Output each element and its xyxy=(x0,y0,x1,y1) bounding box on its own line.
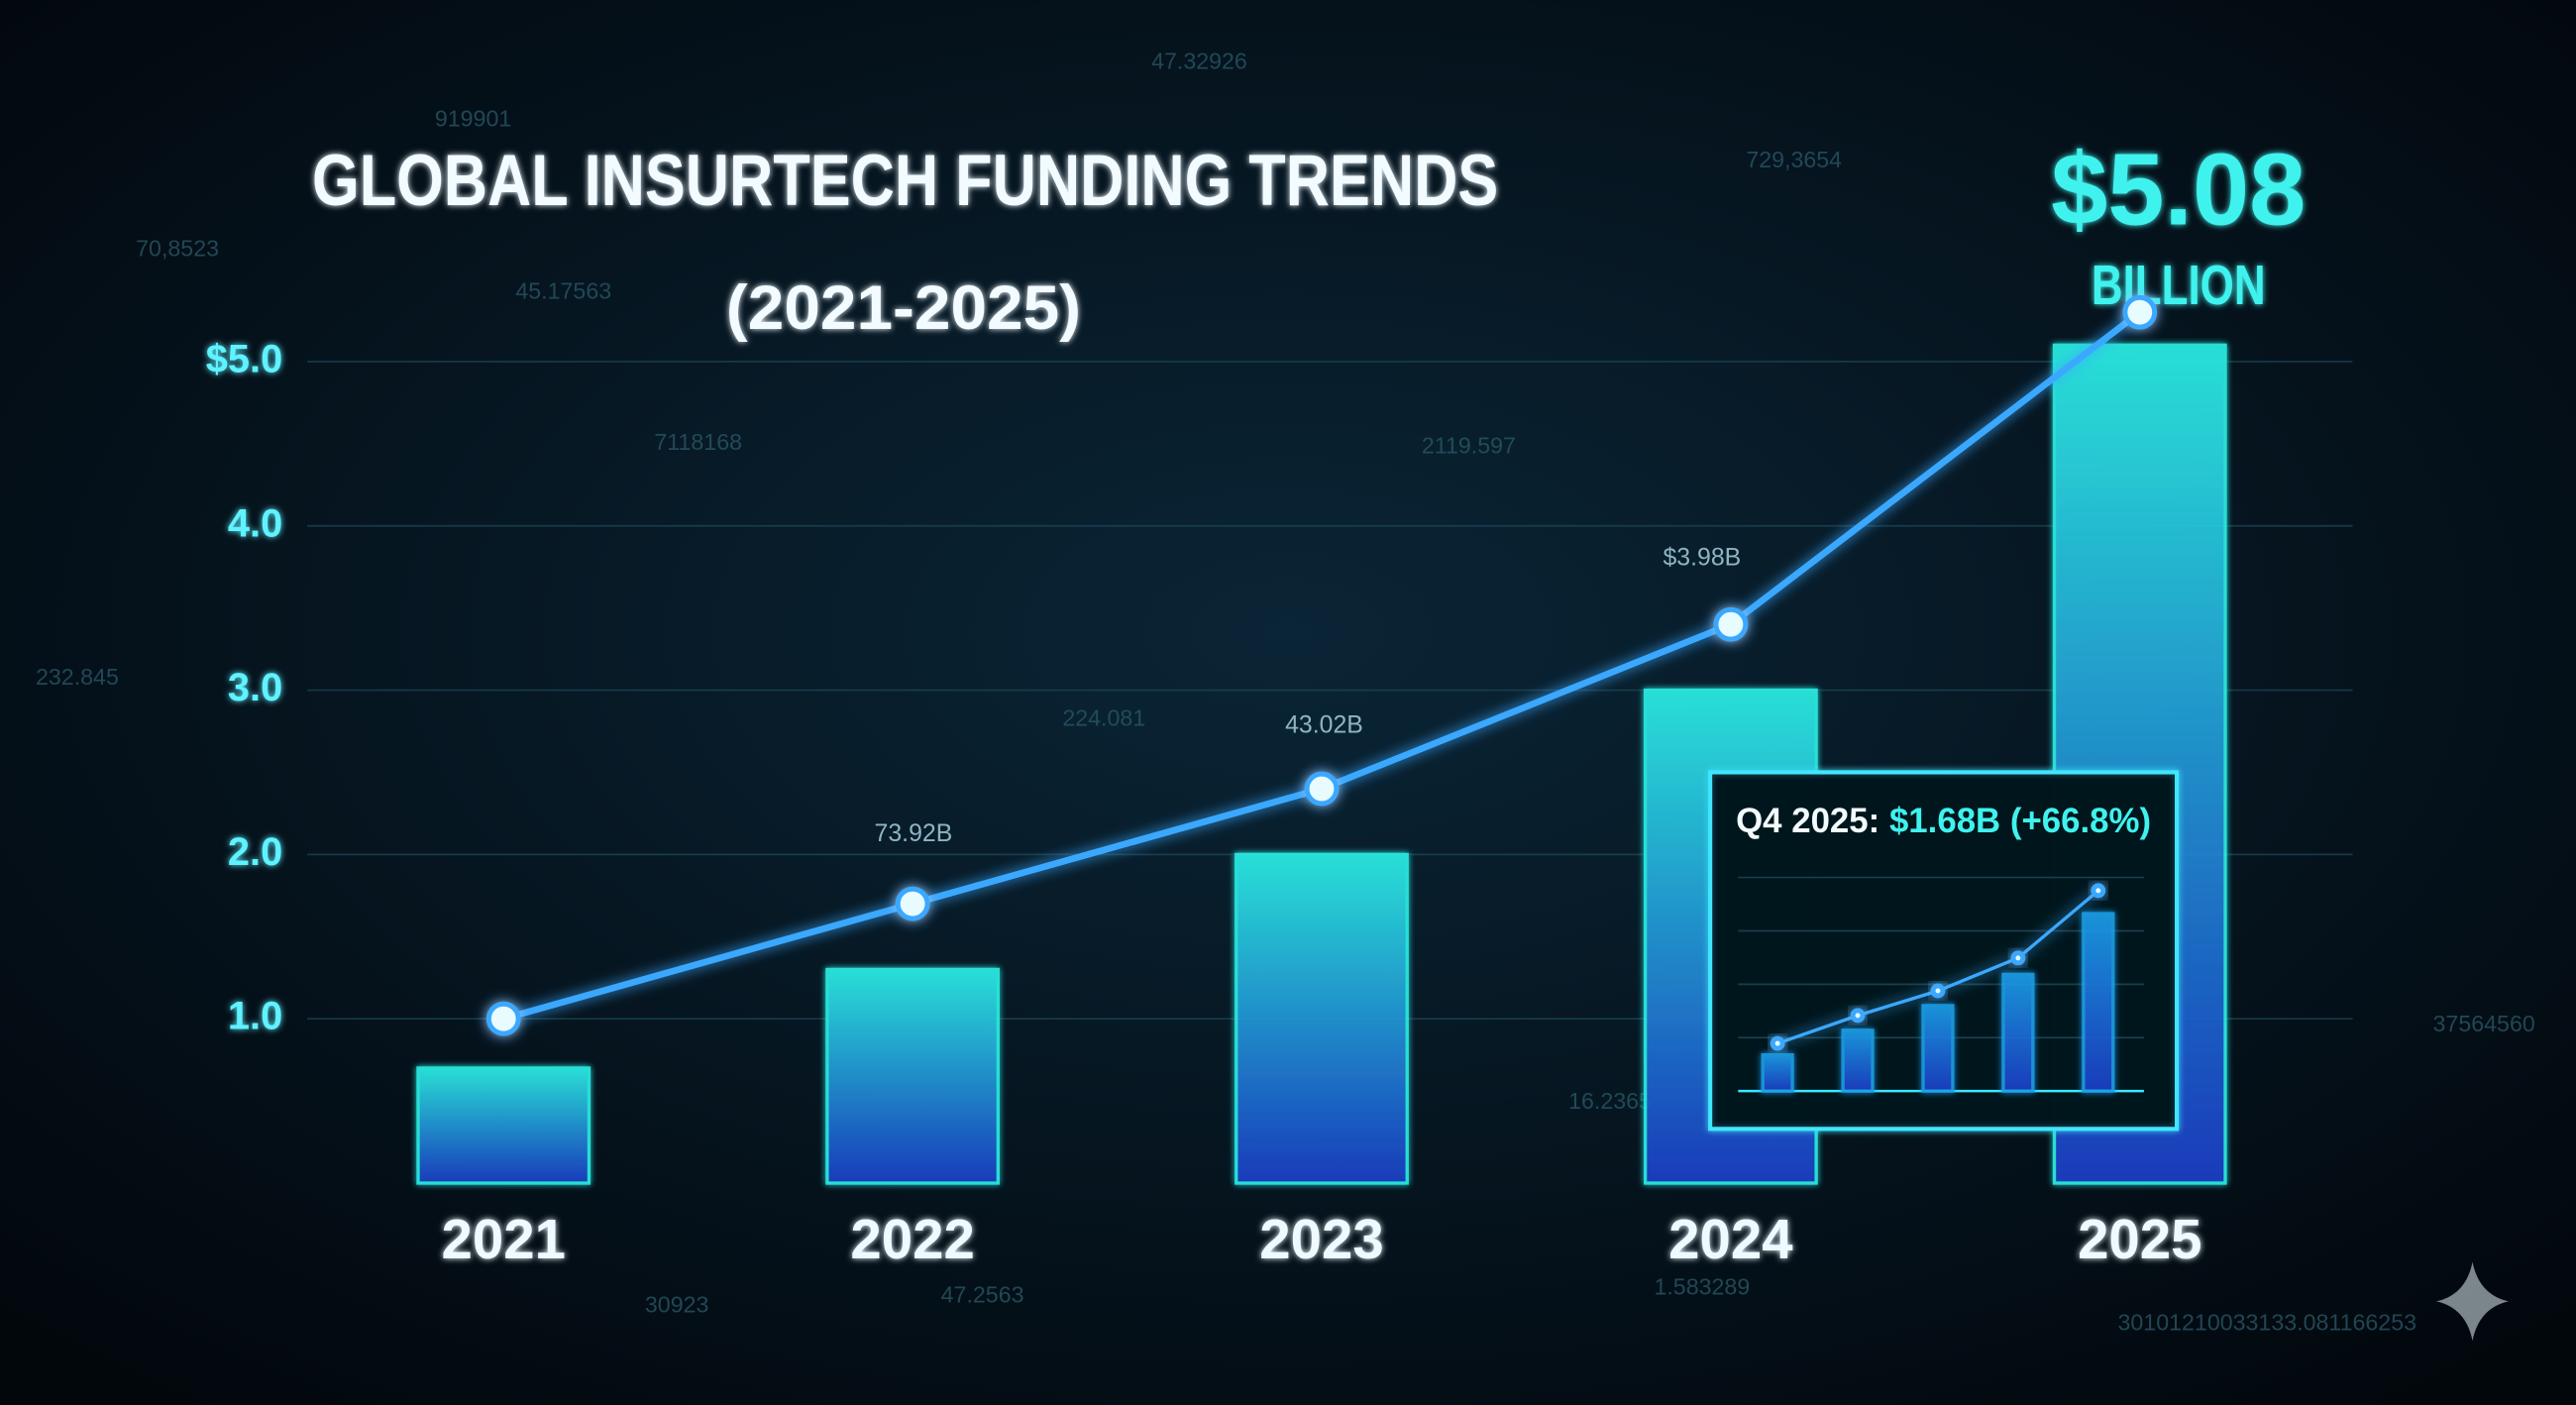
background-text: 919901 xyxy=(435,105,511,131)
chart-title: GLOBAL INSURTECH FUNDING TRENDS xyxy=(312,141,1498,221)
line-point xyxy=(1770,1035,1785,1051)
bar xyxy=(825,967,1000,1185)
line-point xyxy=(1304,771,1340,807)
y-tick-label: 3.0 xyxy=(228,666,282,709)
bar xyxy=(2082,912,2115,1093)
bar xyxy=(1921,1004,1955,1093)
y-tick-label: 4.0 xyxy=(228,501,282,545)
background-text: 232.845 xyxy=(36,664,119,690)
background-text: 2119.597 xyxy=(1422,432,1516,458)
y-tick-label: 2.0 xyxy=(228,830,282,874)
line-point xyxy=(1713,606,1749,642)
inset-title-value: $1.68B (+66.8%) xyxy=(1889,802,2151,840)
background-text: 7118168 xyxy=(654,429,742,455)
background-text: 16.2365 xyxy=(1568,1088,1652,1114)
bar xyxy=(1841,1028,1875,1093)
y-tick-label: $5.0 xyxy=(206,337,282,380)
inset-title-prefix: Q4 2025: xyxy=(1736,802,1879,840)
background-text: 729,3654 xyxy=(1746,147,1842,172)
line-point xyxy=(1850,1008,1866,1024)
line-point xyxy=(2010,950,2026,966)
line-point xyxy=(2122,294,2158,330)
data-label: 73.92B xyxy=(875,819,953,847)
data-label: $3.98B xyxy=(1663,543,1741,571)
inset-title: Q4 2025: $1.68B (+66.8%) xyxy=(1736,802,2151,840)
background-text: 30101210033133.081166253 xyxy=(2117,1310,2416,1336)
background-text: 45.17563 xyxy=(515,277,611,303)
background-text: 1.583289 xyxy=(1654,1273,1750,1299)
background-text: 37564560 xyxy=(2433,1011,2535,1036)
line-point xyxy=(895,886,930,921)
x-tick-label: 2024 xyxy=(1668,1208,1793,1270)
x-tick-label: 2021 xyxy=(442,1208,566,1270)
chart-subtitle: (2021-2025) xyxy=(726,273,1081,343)
headline-value: $5.08 xyxy=(2051,132,2306,246)
bar xyxy=(416,1066,591,1185)
line-point xyxy=(1930,983,1946,999)
background-text: 70,8523 xyxy=(136,235,219,261)
bar xyxy=(2001,972,2035,1093)
x-tick-label: 2022 xyxy=(850,1208,974,1270)
background-text: 30923 xyxy=(645,1292,709,1318)
line-point xyxy=(2091,883,2106,899)
sparkle-icon xyxy=(2436,1261,2510,1342)
background-text: 47.2563 xyxy=(941,1282,1024,1308)
headline-unit: BILLION xyxy=(2092,254,2266,316)
background-text: 224.081 xyxy=(1062,705,1145,731)
line-point xyxy=(485,1001,521,1036)
x-tick-label: 2025 xyxy=(2078,1208,2201,1270)
data-label: 43.02B xyxy=(1285,711,1363,739)
bar xyxy=(1761,1053,1794,1093)
bar xyxy=(1234,852,1409,1185)
x-tick-label: 2023 xyxy=(1259,1208,1383,1270)
background-text: 47.32926 xyxy=(1151,48,1247,73)
y-tick-label: 1.0 xyxy=(228,995,282,1038)
